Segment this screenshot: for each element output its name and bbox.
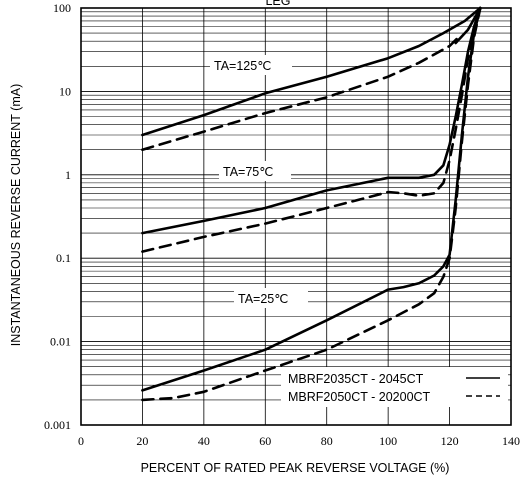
x-tick-label: 140 (502, 434, 520, 448)
annotation-ta-125: TA=125℃ (210, 55, 292, 75)
x-tick-label: 0 (78, 434, 84, 448)
y-tick-labels: 0.001 0.01 0.1 1 10 100 (44, 1, 71, 432)
series-line-dashed (141, 35, 461, 151)
series-group (141, 6, 482, 402)
series-line-solid (141, 6, 482, 392)
x-tick-label: 100 (379, 434, 397, 448)
y-tick-label: 10 (59, 84, 71, 98)
x-tick-labels: 0 20 40 60 80 100 120 140 (78, 434, 520, 448)
x-tick-label: 40 (198, 434, 210, 448)
x-tick-label: 60 (259, 434, 271, 448)
chart-title-partial: LEG (265, 0, 290, 8)
annotation-ta-125-text: TA=125℃ (214, 59, 271, 73)
annotation-ta-25: TA=25℃ (234, 288, 308, 308)
legend-label-dashed: MBRF2050CT - 20200CT (288, 390, 431, 404)
grid (81, 8, 511, 425)
y-axis-label: INSTANTANEOUS REVERSE CURRENT (mA) (9, 84, 23, 347)
y-tick-label: 1 (65, 168, 71, 182)
y-tick-label: 0.1 (56, 251, 71, 265)
y-tick-label: 100 (53, 1, 71, 15)
x-tick-label: 20 (136, 434, 148, 448)
legend: MBRF2035CT - 2045CT MBRF2050CT - 20200CT (281, 367, 508, 407)
x-axis-label: PERCENT OF RATED PEAK REVERSE VOLTAGE (%… (141, 461, 450, 475)
series-line-dashed (141, 6, 482, 253)
series-line-solid (141, 6, 482, 137)
series-line-dashed (141, 6, 482, 402)
x-tick-label: 120 (441, 434, 459, 448)
y-tick-label: 0.001 (44, 418, 71, 432)
series-line-solid (454, 6, 482, 45)
annotation-ta-75: TA=75℃ (219, 161, 291, 181)
annotation-ta-75-text: TA=75℃ (223, 165, 273, 179)
x-tick-label: 80 (321, 434, 333, 448)
legend-label-solid: MBRF2035CT - 2045CT (288, 372, 424, 386)
plot-frame (80, 7, 512, 426)
y-tick-label: 0.01 (50, 335, 71, 349)
annotation-ta-25-text: TA=25℃ (238, 292, 288, 306)
